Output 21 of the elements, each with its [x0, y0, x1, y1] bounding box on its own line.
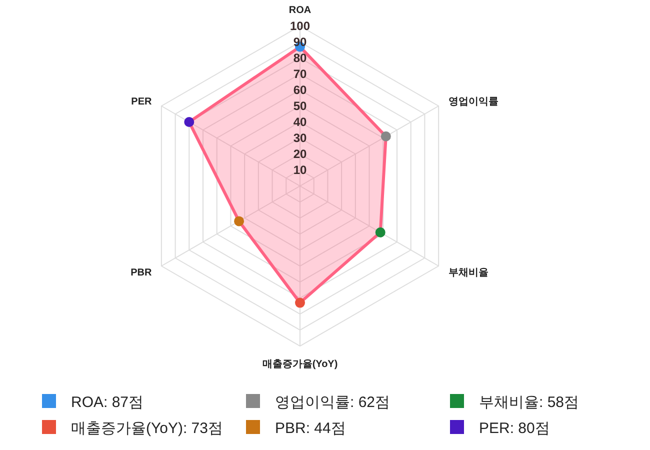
spoke-label: 부채비율 [448, 268, 488, 279]
spoke-label: ROA [288, 4, 312, 16]
y-tick-label: 20 [293, 147, 307, 161]
spoke-label: PER [131, 96, 153, 108]
y-tick-label: 80 [293, 51, 307, 65]
y-tick-label: 10 [293, 163, 307, 177]
y-tick-label: 100 [290, 19, 310, 33]
text: ROA: 87점 [71, 394, 144, 411]
y-tick-label: 70 [293, 67, 307, 81]
text: 영업이익률: 62점 [275, 394, 390, 411]
y-tick-label: 50 [293, 99, 307, 113]
spoke-label: 영업이익률 [448, 96, 498, 108]
y-tick-label: 30 [293, 131, 307, 145]
text: PER: 80점 [479, 420, 550, 437]
text: PBR: 44점 [275, 420, 346, 437]
spoke-label: 매출증가율(YoY) [262, 359, 338, 370]
y-tick-label: 40 [293, 115, 307, 129]
text: 매출증가율(YoY): 73점 [71, 420, 223, 437]
y-tick-label: 60 [293, 83, 307, 97]
spoke-label: PBR [130, 268, 153, 279]
text: 부채비율: 58점 [479, 394, 580, 411]
